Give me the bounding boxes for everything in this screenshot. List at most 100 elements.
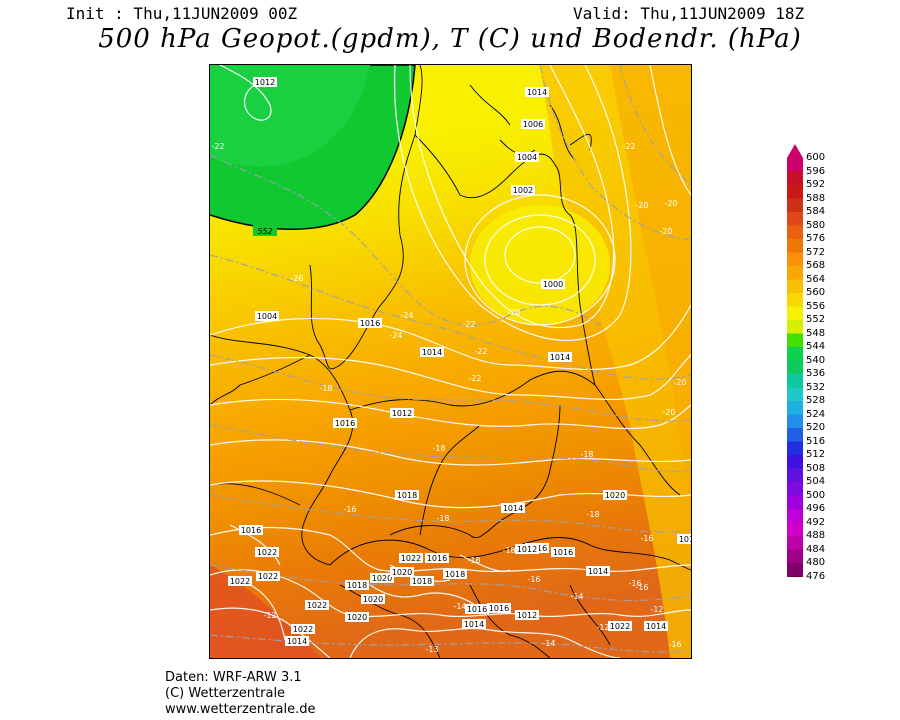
colorbar-level-label: 532 xyxy=(806,381,826,393)
pressure-label-box xyxy=(525,87,549,97)
pressure-label-box xyxy=(515,610,539,620)
isotherms xyxy=(210,65,691,653)
pressure-label: 1016 xyxy=(553,548,573,557)
pressure-label-box xyxy=(521,119,545,129)
colorbar-segment xyxy=(787,482,803,496)
colorbar-level-label: 596 xyxy=(806,165,826,177)
pressure-label: 1016 xyxy=(360,319,380,328)
temperature-label: -26 xyxy=(290,274,303,283)
pressure-label-box xyxy=(345,612,369,622)
pressure-label: 1018 xyxy=(397,491,417,500)
temperature-label: -16 xyxy=(527,575,540,584)
pressure-label: 1022 xyxy=(293,625,313,634)
colorbar-level-label: 492 xyxy=(806,516,826,528)
colorbar-level-label: 548 xyxy=(806,327,826,339)
colorbar-segment xyxy=(787,306,803,321)
colorbar-segment xyxy=(787,279,803,294)
pressure-label-box xyxy=(420,347,444,357)
pressure-label: 1014 xyxy=(646,622,666,631)
pressure-label: 1006 xyxy=(523,120,543,129)
pressure-label-box xyxy=(515,152,539,162)
footer-copyright: (C) Wetterzentrale xyxy=(165,686,286,701)
pressure-label: 1014 xyxy=(422,348,442,357)
colorbar-level-label: 500 xyxy=(806,489,826,501)
weather-map: 1012 1014 1006 1004 1002 1000 1004 1016 1014 1014… xyxy=(209,64,692,659)
field-band-southwest xyxy=(210,565,320,658)
colorbar-level-label: 536 xyxy=(806,368,826,379)
pressure-label-box xyxy=(462,619,486,629)
colorbar-segment xyxy=(787,387,803,402)
pressure-label: 1016 xyxy=(241,526,261,535)
temperature-label: -16 xyxy=(628,579,641,588)
colorbar-level-label: 568 xyxy=(806,260,826,271)
colorbar-segment xyxy=(787,374,803,388)
pressure-label-box xyxy=(541,279,565,289)
temperature-label: -18 xyxy=(586,510,599,519)
colorbar-segment xyxy=(787,401,803,415)
temperature-label: -12 xyxy=(596,623,609,632)
colorbar-segment xyxy=(787,212,803,226)
colorbar-segment xyxy=(787,495,803,510)
temperature-label: -24 xyxy=(389,331,402,340)
temperature-label: -22 xyxy=(462,320,475,329)
pressure-label-box xyxy=(551,547,575,557)
colorbar-level-label: 488 xyxy=(806,530,826,541)
colorbar-segment xyxy=(787,185,803,199)
pressure-label-box xyxy=(291,624,315,634)
colorbar-segment xyxy=(787,293,803,307)
valid-time: Valid: Thu,11JUN2009 18Z xyxy=(573,4,805,23)
pressure-label: 1012 xyxy=(255,78,275,87)
colorbar-segment xyxy=(787,441,803,456)
colorbar-level-label: 544 xyxy=(806,341,826,352)
temperature-label: -14 xyxy=(542,639,555,648)
temperature-label: -20 xyxy=(664,199,677,208)
temperature-label: -22 xyxy=(622,142,635,151)
temperature-label: -12 xyxy=(263,611,276,620)
colorbar-segment xyxy=(787,455,803,469)
pressure-label-box xyxy=(487,603,511,613)
colorbar-segment xyxy=(787,252,803,267)
pressure-label: 1012 xyxy=(392,409,412,418)
pressure-label-box xyxy=(443,569,467,579)
pressure-label-box xyxy=(465,604,489,614)
colorbar-segment xyxy=(787,428,803,442)
pressure-label: 1020 xyxy=(363,595,383,604)
colorbar-level-label: 560 xyxy=(806,287,826,298)
pressure-label-box xyxy=(511,185,535,195)
colorbar-segment xyxy=(787,563,803,577)
temperature-label: -18 xyxy=(319,384,332,393)
field-band-east-2 xyxy=(610,65,691,515)
colorbar-level-label: 508 xyxy=(806,462,826,474)
colorbar-level-label: 524 xyxy=(806,408,826,420)
pressure-label: 1014 xyxy=(588,567,608,576)
pressure-label-box xyxy=(603,490,627,500)
pressure-label-box xyxy=(370,573,394,583)
pressure-label: 1020 xyxy=(392,568,412,577)
colorbar-level-label: 588 xyxy=(806,192,826,204)
colorbar-level-label: 512 xyxy=(806,449,826,460)
colorbar-segment xyxy=(787,414,803,429)
pressure-label-box xyxy=(255,547,279,557)
pressure-label: 1014 xyxy=(527,88,547,97)
pressure-label-box xyxy=(410,576,434,586)
colorbar-level-label: 564 xyxy=(806,273,826,285)
pressure-label: 1020 xyxy=(372,574,392,583)
colorbar-level-label: 556 xyxy=(806,300,826,312)
colorbar-segment xyxy=(787,198,803,213)
chart-title: 500 hPa Geopot.(gpdm), T (C) und Bodendr… xyxy=(98,24,802,54)
pressure-label-box xyxy=(644,621,668,631)
colorbar-segment xyxy=(787,266,803,280)
colorbar-level-label: 584 xyxy=(806,206,826,217)
temperature-label: -14 xyxy=(453,602,466,611)
colorbar-level-label: 516 xyxy=(806,435,826,447)
colorbar-segment xyxy=(787,536,803,550)
temperature-labels: -22 -26 -24 -24 -22 -22 -22 -20 -22 -20 -20 -20 -20 -… xyxy=(211,142,686,654)
colorbar-segment xyxy=(787,360,803,375)
colorbar-bottom-arrow xyxy=(787,576,803,591)
colorbar-level-label: 552 xyxy=(806,314,826,325)
pressure-label: 1016 xyxy=(427,554,447,563)
pressure-label: 1022 xyxy=(230,577,250,586)
pressure-label-box xyxy=(305,600,329,610)
pressure-label-box xyxy=(390,567,414,577)
colorbar-level-label: 476 xyxy=(806,570,826,582)
